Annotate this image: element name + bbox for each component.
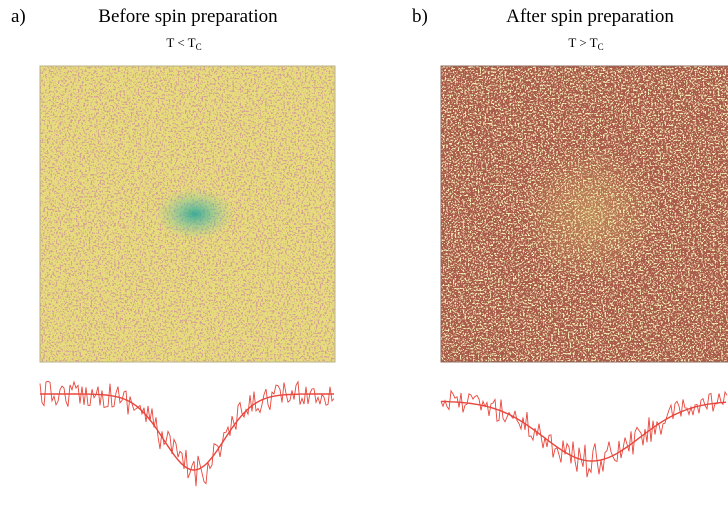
- condition: T < TC: [166, 35, 201, 52]
- condition-text: T < T: [166, 35, 195, 50]
- condition-subscript: C: [598, 42, 604, 52]
- image-b: [440, 65, 728, 363]
- panel-title: After spin preparation: [506, 6, 674, 27]
- noisy-profile: [440, 389, 728, 478]
- noisy-profile: [39, 380, 335, 487]
- condition-text: T > T: [568, 35, 597, 50]
- panel-title: Before spin preparation: [98, 6, 278, 27]
- condition: T > TC: [568, 35, 603, 52]
- profiles: [39, 380, 728, 487]
- image-a: [39, 65, 336, 363]
- fit-profile: [40, 393, 334, 471]
- panel-label: a): [11, 6, 26, 27]
- panel-label: b): [412, 6, 428, 27]
- fit-profile: [440, 400, 727, 462]
- condition-subscript: C: [196, 42, 202, 52]
